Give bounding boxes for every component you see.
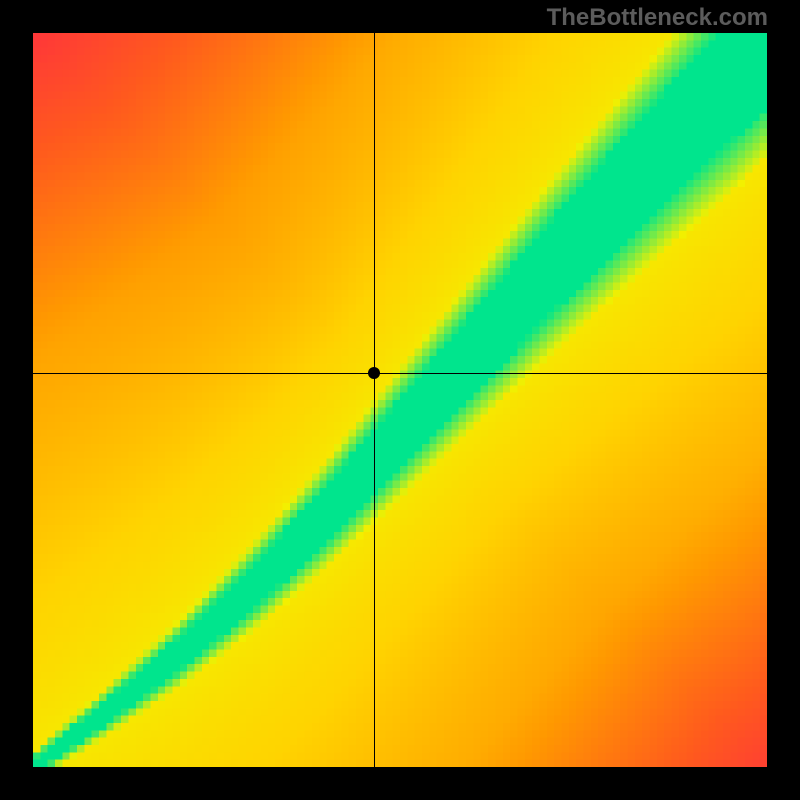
heatmap-plot <box>33 33 767 767</box>
watermark-text: TheBottleneck.com <box>547 4 768 32</box>
chart-frame: { "canvas": { "width": 800, "height": 80… <box>0 0 800 800</box>
crosshair-horizontal <box>33 373 767 374</box>
intersection-marker <box>368 367 380 379</box>
heatmap-canvas <box>33 33 767 767</box>
crosshair-vertical <box>374 33 375 767</box>
